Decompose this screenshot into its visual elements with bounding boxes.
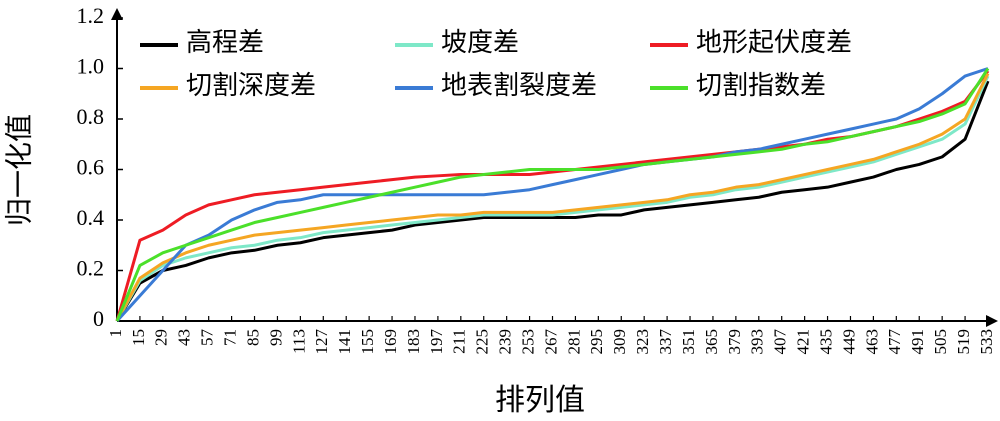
x-tick-label: 351 — [679, 329, 698, 355]
x-tick-label: 477 — [885, 329, 904, 355]
y-tick-label: 0.4 — [77, 205, 105, 230]
x-tick-label: 141 — [335, 329, 354, 355]
series-line — [115, 72, 990, 322]
y-axis-arrow — [111, 8, 123, 20]
legend-label: 切割深度差 — [186, 71, 316, 100]
x-tick-label: 407 — [771, 329, 790, 355]
x-tick-label: 57 — [198, 329, 217, 347]
legend-label: 高程差 — [186, 28, 264, 57]
x-tick-label: 183 — [404, 329, 423, 355]
y-tick-label: 0.2 — [77, 256, 105, 281]
x-tick-label: 113 — [289, 329, 308, 354]
x-tick-label: 71 — [221, 329, 240, 346]
x-tick-label: 281 — [564, 329, 583, 355]
y-tick-label: 1.2 — [77, 3, 105, 28]
y-axis-title: 归一化值 — [3, 114, 35, 226]
x-tick-label: 295 — [587, 329, 606, 355]
x-tick-label: 253 — [518, 329, 537, 355]
x-tick-label: 309 — [610, 329, 629, 355]
x-tick-label: 1 — [106, 329, 125, 338]
x-tick-label: 449 — [839, 329, 858, 355]
x-tick-label: 85 — [243, 329, 262, 346]
x-tick-label: 29 — [152, 329, 171, 346]
y-tick-label: 1.0 — [77, 54, 105, 79]
x-tick-label: 421 — [794, 329, 813, 355]
legend-label: 地表割裂度差 — [441, 71, 597, 100]
series-line — [115, 80, 990, 322]
x-axis-arrow — [986, 315, 998, 327]
x-axis-title: 排列值 — [495, 384, 585, 417]
x-tick-label: 337 — [656, 329, 675, 355]
series-line — [115, 67, 989, 323]
x-tick-label: 533 — [977, 329, 996, 355]
x-tick-label: 15 — [129, 329, 148, 346]
x-tick-label: 43 — [175, 329, 194, 346]
x-tick-label: 267 — [541, 329, 560, 355]
x-tick-label: 323 — [633, 329, 652, 355]
y-tick-label: 0.6 — [77, 155, 105, 180]
x-tick-label: 435 — [816, 329, 835, 355]
x-tick-label: 155 — [358, 329, 377, 355]
x-tick-label: 463 — [862, 329, 881, 355]
x-tick-label: 393 — [748, 329, 767, 355]
legend-label: 地形起伏度差 — [696, 28, 852, 57]
y-tick-label: 0.8 — [77, 104, 105, 129]
series-line — [115, 70, 990, 322]
x-tick-label: 239 — [496, 329, 515, 355]
legend-label: 切割指数差 — [696, 71, 826, 100]
x-tick-label: 225 — [473, 329, 492, 355]
series-line — [115, 67, 990, 322]
x-tick-label: 365 — [702, 329, 721, 355]
x-tick-label: 519 — [954, 329, 973, 355]
series-line — [115, 75, 990, 322]
x-tick-label: 491 — [908, 329, 927, 355]
x-tick-label: 127 — [312, 329, 331, 355]
x-tick-label: 505 — [931, 329, 950, 355]
x-tick-label: 211 — [450, 329, 469, 354]
x-tick-label: 169 — [381, 329, 400, 355]
x-tick-label: 197 — [427, 329, 446, 355]
legend-label: 坡度差 — [441, 28, 519, 57]
x-tick-label: 379 — [725, 329, 744, 355]
y-tick-label: 0 — [93, 306, 104, 331]
x-tick-label: 99 — [266, 329, 285, 346]
